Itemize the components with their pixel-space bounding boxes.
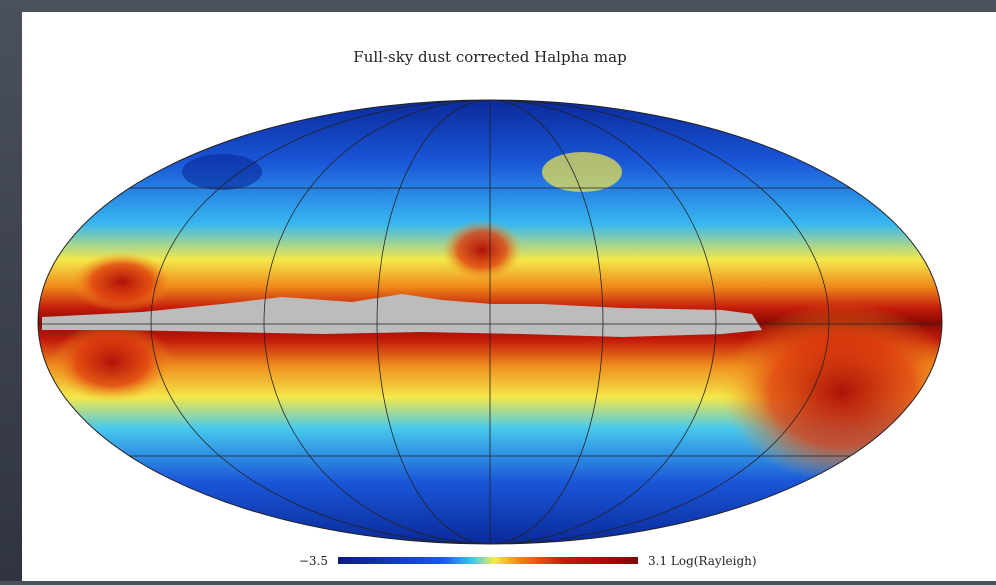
colorbar-min-label: −3.5 bbox=[299, 554, 328, 568]
map-title: Full-sky dust corrected Halpha map bbox=[353, 48, 626, 66]
colorbar-max-label: 3.1 Log(Rayleigh) bbox=[648, 554, 757, 568]
sky-map bbox=[38, 100, 962, 544]
map-figure: Full-sky dust corrected Halpha map −3.5 … bbox=[22, 12, 996, 581]
page: Full-sky dust corrected Halpha map −3.5 … bbox=[0, 0, 996, 581]
figure-panel: Full-sky dust corrected Halpha map −3.5 … bbox=[22, 12, 996, 581]
colorbar bbox=[338, 557, 638, 564]
